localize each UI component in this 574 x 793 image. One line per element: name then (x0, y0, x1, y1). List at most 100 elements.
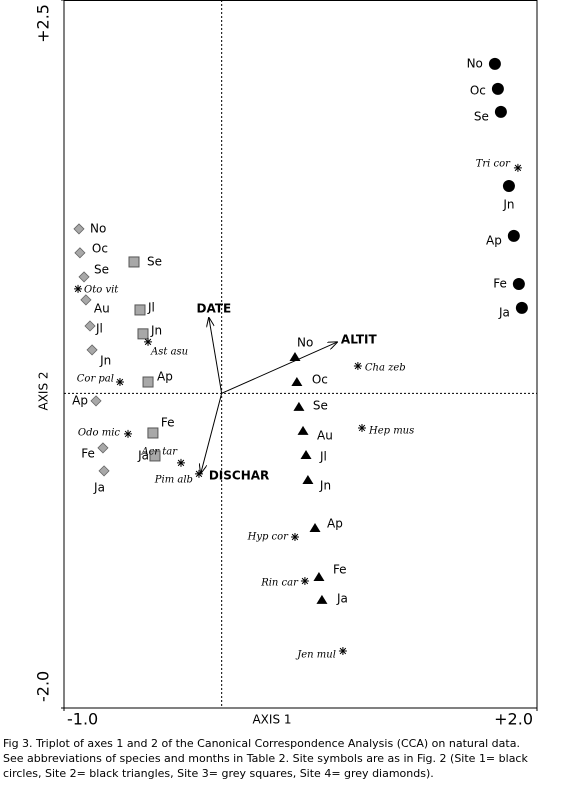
site-point (128, 256, 140, 268)
site-label: Ja (336, 591, 348, 605)
chart: AXIS 1 AXIS 2 -1.0 +2.0 -2.0 +2.5 No Oc Se Jn Ap… (34, 0, 538, 729)
site-point (507, 229, 520, 242)
site-label: No (90, 221, 106, 235)
vector-arrow (201, 393, 223, 473)
site-point (488, 57, 501, 70)
species-point (300, 577, 309, 586)
site-point (309, 523, 321, 533)
species-label: Tri cor (476, 158, 511, 169)
species-point (74, 284, 83, 293)
x-tick-label: -1.0 (67, 710, 98, 729)
site-label: Ap (72, 393, 88, 407)
site-point (289, 351, 301, 361)
site-point (149, 450, 161, 462)
vector-arrow (221, 342, 337, 394)
species-label: Jen mul (295, 650, 336, 661)
species-label: Hyp cor (247, 531, 290, 542)
site-label: Fe (333, 562, 347, 576)
site-point (291, 377, 303, 387)
site-label: No (467, 56, 483, 70)
site-point (491, 82, 504, 95)
species-label: Pim alb (154, 474, 193, 485)
site-label: Ja (498, 305, 510, 319)
species-label: Oto vit (84, 284, 119, 295)
site-label: Ap (486, 233, 502, 247)
site-point (134, 304, 146, 316)
site-point (78, 271, 90, 283)
species-label: Acr tar (140, 446, 178, 457)
species-point (513, 163, 522, 172)
site-point (80, 294, 92, 306)
site-point (86, 344, 98, 356)
y-axis-label: AXIS 2 (37, 371, 51, 410)
caption-line: Fig 3. Triplot of axes 1 and 2 of the Ca… (3, 737, 520, 750)
site-label: Se (313, 398, 328, 412)
species-label: Hep mus (368, 425, 414, 436)
site-point (98, 465, 110, 477)
site-label: Fe (493, 276, 507, 290)
site-label: Ja (137, 448, 149, 462)
site-label: Jl (319, 450, 327, 464)
species-label: Cha zeb (365, 362, 406, 373)
site-point (97, 442, 109, 454)
site-point (494, 105, 507, 118)
site-point (297, 425, 309, 435)
site-point (512, 277, 525, 290)
species-point (176, 458, 185, 467)
x-axis-label: AXIS 1 (252, 713, 291, 727)
site-point (137, 328, 149, 340)
site-label: Jl (147, 300, 155, 314)
site-point (84, 320, 96, 332)
species-point (290, 532, 299, 541)
vector-label: ALTIT (341, 333, 378, 347)
species-point (353, 361, 362, 370)
vector-label: DATE (197, 301, 232, 315)
caption: Fig 3. Triplot of axes 1 and 2 of the Ca… (3, 736, 573, 781)
site-label: Jn (319, 479, 331, 493)
site-label: Se (474, 109, 489, 123)
species-point (338, 647, 347, 656)
site-point (142, 376, 154, 388)
site-label: Jn (99, 353, 111, 367)
site-label: Se (94, 262, 109, 276)
site-point (74, 247, 86, 259)
site-label: Oc (92, 241, 108, 255)
species-label: Rin car (260, 578, 299, 589)
site-label: Au (94, 301, 110, 315)
site-point (302, 475, 314, 485)
site-point (313, 571, 325, 581)
species-label: Odo mic (78, 427, 120, 438)
y-tick-label: +2.5 (34, 4, 53, 43)
site-label: Fe (81, 446, 95, 460)
site-label: Ja (93, 480, 105, 494)
site-point (73, 223, 85, 235)
site-point (502, 179, 515, 192)
site-label: Oc (312, 373, 328, 387)
species-label: Cor pal (77, 374, 114, 385)
site-label: Jn (150, 323, 162, 337)
site-point (316, 594, 328, 604)
site-point (147, 427, 159, 439)
species-point (124, 429, 133, 438)
site-label: Oc (470, 83, 486, 97)
species-point (144, 337, 153, 346)
vector-arrow (209, 318, 223, 394)
vector-label: DISCHAR (209, 468, 269, 482)
site-label: Ap (157, 370, 173, 384)
site-label: Fe (161, 415, 175, 429)
site-point (90, 395, 102, 407)
x-tick-label: +2.0 (494, 710, 533, 729)
site-point (515, 301, 528, 314)
site-label: No (297, 335, 313, 349)
site-label: Au (317, 428, 333, 442)
site-label: Jl (95, 321, 103, 335)
species-point (357, 423, 366, 432)
caption-line: circles, Site 2= black triangles, Site 3… (3, 767, 434, 780)
species-label: Ast asu (150, 346, 188, 357)
caption-line: See abbreviations of species and months … (3, 752, 528, 765)
site-label: Se (147, 254, 162, 268)
site-label: Jn (502, 197, 514, 211)
plot-frame (63, 0, 538, 709)
site-label: Ap (327, 517, 343, 531)
